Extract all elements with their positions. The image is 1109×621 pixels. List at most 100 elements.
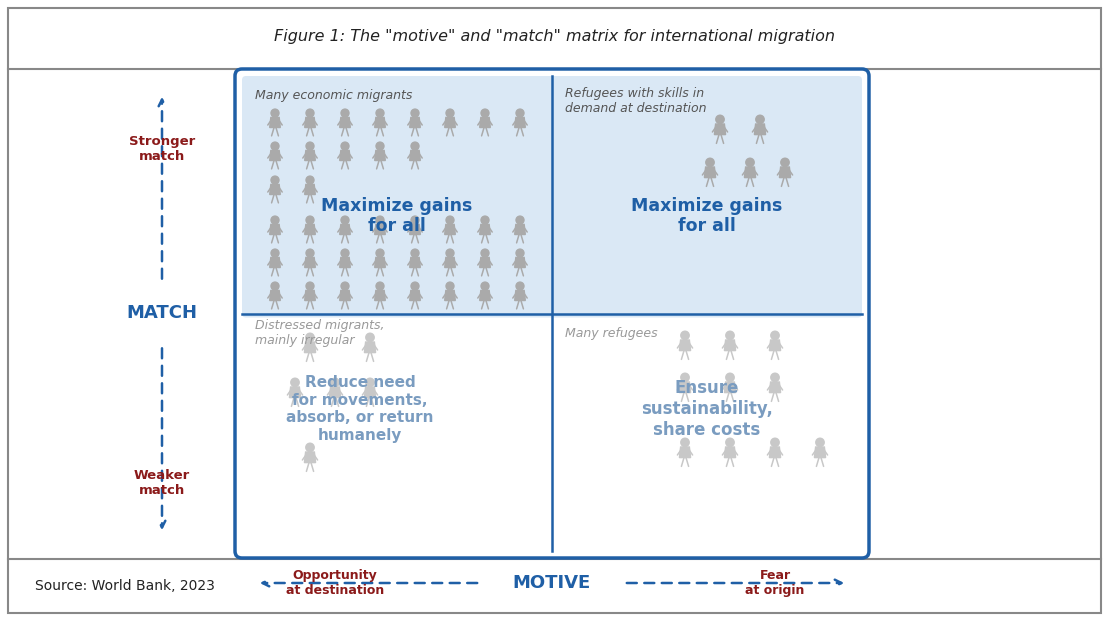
Circle shape xyxy=(306,333,314,342)
Circle shape xyxy=(781,158,790,166)
Circle shape xyxy=(771,331,780,340)
Circle shape xyxy=(271,282,279,290)
Text: Many economic migrants: Many economic migrants xyxy=(255,89,413,102)
Circle shape xyxy=(816,438,824,446)
Polygon shape xyxy=(269,117,281,127)
Text: Figure 1: The "motive" and "match" matrix for international migration: Figure 1: The "motive" and "match" matri… xyxy=(275,30,835,45)
Circle shape xyxy=(446,216,454,224)
Circle shape xyxy=(376,109,384,117)
Polygon shape xyxy=(409,258,420,268)
Circle shape xyxy=(446,282,454,290)
Circle shape xyxy=(271,142,279,150)
Polygon shape xyxy=(409,117,420,127)
Circle shape xyxy=(306,443,314,451)
Circle shape xyxy=(705,158,714,166)
Polygon shape xyxy=(305,224,315,235)
Text: MATCH: MATCH xyxy=(126,304,197,322)
Circle shape xyxy=(725,438,734,446)
Text: MOTIVE: MOTIVE xyxy=(512,574,591,592)
Circle shape xyxy=(340,142,349,150)
Polygon shape xyxy=(329,387,340,397)
Polygon shape xyxy=(269,184,281,194)
Circle shape xyxy=(306,216,314,224)
Circle shape xyxy=(481,249,489,257)
Polygon shape xyxy=(305,184,315,194)
Circle shape xyxy=(411,249,419,257)
Circle shape xyxy=(376,216,384,224)
Polygon shape xyxy=(515,258,526,268)
Polygon shape xyxy=(770,447,781,458)
Circle shape xyxy=(411,142,419,150)
Circle shape xyxy=(481,282,489,290)
Polygon shape xyxy=(365,387,376,397)
Circle shape xyxy=(340,282,349,290)
Circle shape xyxy=(411,282,419,290)
Circle shape xyxy=(340,249,349,257)
Polygon shape xyxy=(269,150,281,160)
Polygon shape xyxy=(304,452,316,463)
Polygon shape xyxy=(375,224,385,235)
Text: Ensure
sustainability,
share costs: Ensure sustainability, share costs xyxy=(641,379,773,439)
Circle shape xyxy=(411,109,419,117)
Polygon shape xyxy=(814,447,825,458)
Circle shape xyxy=(271,109,279,117)
Circle shape xyxy=(330,378,339,387)
Circle shape xyxy=(725,373,734,381)
Polygon shape xyxy=(409,224,420,235)
Polygon shape xyxy=(445,224,456,235)
Text: Source: World Bank, 2023: Source: World Bank, 2023 xyxy=(35,579,215,593)
Polygon shape xyxy=(515,224,526,235)
Polygon shape xyxy=(680,382,691,392)
Polygon shape xyxy=(375,258,385,268)
Polygon shape xyxy=(515,117,526,127)
Polygon shape xyxy=(724,447,735,458)
Polygon shape xyxy=(680,340,691,351)
Circle shape xyxy=(376,249,384,257)
Polygon shape xyxy=(480,224,490,235)
Polygon shape xyxy=(714,124,725,135)
Circle shape xyxy=(291,378,299,387)
Circle shape xyxy=(771,373,780,381)
Polygon shape xyxy=(770,340,781,351)
Polygon shape xyxy=(480,258,490,268)
Circle shape xyxy=(745,158,754,166)
Circle shape xyxy=(516,249,523,257)
Circle shape xyxy=(725,331,734,340)
Polygon shape xyxy=(305,258,315,268)
Circle shape xyxy=(306,109,314,117)
Circle shape xyxy=(271,249,279,257)
FancyBboxPatch shape xyxy=(8,8,1101,613)
Circle shape xyxy=(771,438,780,446)
Circle shape xyxy=(516,216,523,224)
Polygon shape xyxy=(269,291,281,301)
Polygon shape xyxy=(375,117,385,127)
Polygon shape xyxy=(304,342,316,353)
Circle shape xyxy=(306,176,314,184)
Circle shape xyxy=(306,249,314,257)
Text: Opportunity
at destination: Opportunity at destination xyxy=(286,569,384,597)
Polygon shape xyxy=(339,291,350,301)
Circle shape xyxy=(715,116,724,124)
Polygon shape xyxy=(680,447,691,458)
Polygon shape xyxy=(375,291,385,301)
Polygon shape xyxy=(744,167,755,178)
Polygon shape xyxy=(704,167,715,178)
Polygon shape xyxy=(269,258,281,268)
Polygon shape xyxy=(339,258,350,268)
Text: Weaker
match: Weaker match xyxy=(134,469,190,497)
Polygon shape xyxy=(480,291,490,301)
Polygon shape xyxy=(339,150,350,160)
Circle shape xyxy=(516,109,523,117)
Text: Reduce need
for movements,
absorb, or return
humanely: Reduce need for movements, absorb, or re… xyxy=(286,376,434,443)
Circle shape xyxy=(340,109,349,117)
Circle shape xyxy=(376,142,384,150)
Polygon shape xyxy=(269,224,281,235)
Polygon shape xyxy=(409,150,420,160)
Polygon shape xyxy=(780,167,791,178)
Circle shape xyxy=(376,282,384,290)
Text: Refugees with skills in
demand at destination: Refugees with skills in demand at destin… xyxy=(564,87,706,115)
FancyBboxPatch shape xyxy=(235,69,869,558)
Polygon shape xyxy=(409,291,420,301)
Polygon shape xyxy=(375,150,385,160)
Polygon shape xyxy=(515,291,526,301)
